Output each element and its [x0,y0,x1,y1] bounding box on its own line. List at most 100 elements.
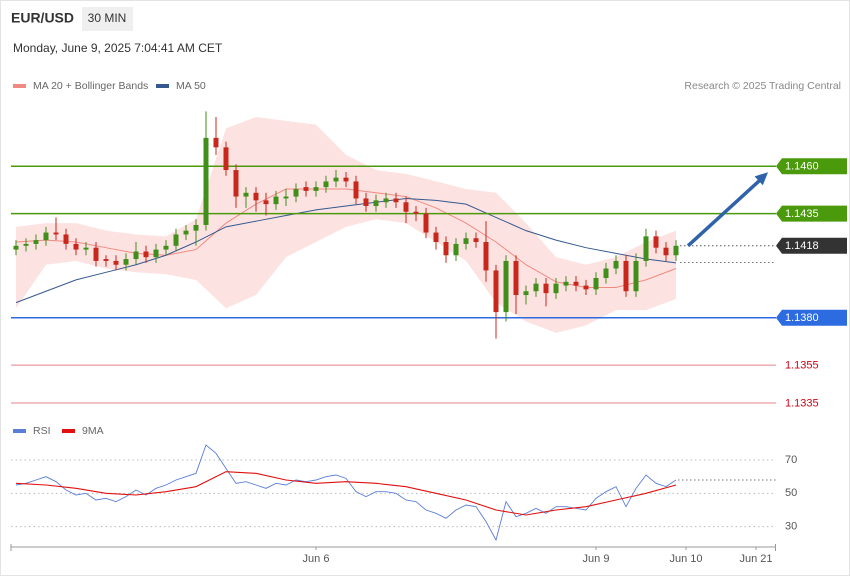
y-tick-label: 70 [785,454,797,466]
candle-body [373,200,379,207]
y-tick-label: 50 [785,487,797,499]
candle-body [363,198,369,207]
candle-body [433,232,439,243]
candle-body [423,213,429,233]
current-price-box [776,237,847,254]
candle-body [323,181,329,188]
candle-body [463,238,469,244]
candle-body [603,268,609,278]
candle-body [343,177,349,182]
timeframe: 30 MIN [88,11,127,25]
level-label: 1.1335 [785,397,819,409]
level-label-box [776,309,847,326]
rsi-line [15,471,677,516]
candle-body [123,259,129,265]
candle-body [313,187,319,191]
candle-body [613,260,619,269]
candle-body [593,277,599,290]
candle-body [23,243,29,246]
legend-swatch [13,429,26,433]
candle-body [353,181,359,199]
candle-body [213,137,219,148]
trend-arrow-head [754,172,768,186]
rsi-line [15,444,677,542]
candle-body [203,137,209,225]
candle-body [113,260,119,265]
candle-body [93,247,99,261]
candle-body [493,270,499,313]
x-tick-label: Jun 9 [583,553,610,565]
y-tick-label: 30 [785,521,797,533]
legend-swatch [62,429,75,433]
candle-body [523,291,529,296]
candle-body [403,202,409,212]
candle-body [583,285,589,290]
candle-body [163,245,169,250]
candle-body [543,283,549,294]
x-tick-label: Jun 10 [669,553,702,565]
candle-body [153,249,159,258]
candle-body [453,243,459,256]
candle-body [573,281,579,286]
candle-body [233,170,239,197]
candle-body [563,281,569,286]
candle-body [133,251,139,260]
candle-body [13,245,19,250]
level-label: 1.1435 [785,208,819,220]
candle-body [53,232,59,235]
candle-body [253,192,259,201]
candle-body [103,259,109,261]
candle-body [643,236,649,261]
candle-body [273,196,279,205]
x-tick-label: Jun 6 [303,553,330,565]
level-label: 1.1355 [785,359,819,371]
candle-body [473,238,479,243]
candle-body [73,243,79,250]
candle-body [243,192,249,197]
level-label: 1.1460 [785,161,819,173]
candle-body [533,283,539,292]
candle-body [413,211,419,214]
candle-body [513,260,519,296]
candle-body [33,240,39,244]
candle-body [443,242,449,256]
candle-body [503,260,509,313]
level-label: 1.1380 [785,312,819,324]
candle-body [303,187,309,191]
candle-body [283,196,289,199]
x-tick-label: Jun 21 [739,553,772,565]
candle-body [333,177,339,182]
legend-label: RSI [33,425,51,437]
datetime: Monday, June 9, 2025 7:04:41 AM CET [13,41,223,55]
candle-body [383,198,389,203]
timeframe-box [82,7,133,31]
candle-body [633,260,639,292]
candle-body [483,242,489,271]
candle-body [143,251,149,258]
candle-body [223,147,229,171]
candle-body [63,234,69,244]
candle-body [623,260,629,292]
current-price-label: 1.1418 [785,240,819,252]
candle-body [293,188,299,197]
candle-body [553,283,559,294]
candle-body [183,230,189,235]
candle-body [173,234,179,246]
legend-label: 9MA [82,425,104,437]
legend-label: MA 50 [176,80,206,92]
candle-body [653,236,659,248]
candle-body [43,232,49,241]
level-label-box [776,205,847,222]
candle-body [263,200,269,205]
trend-arrow [686,176,764,248]
level-label-box [776,158,847,175]
legend-swatch [156,84,169,88]
bollinger-band [16,117,676,333]
candle-body [673,245,679,256]
candle-body [663,247,669,256]
legend-swatch [13,84,26,88]
candle-body [83,247,89,250]
candle-body [393,198,399,203]
